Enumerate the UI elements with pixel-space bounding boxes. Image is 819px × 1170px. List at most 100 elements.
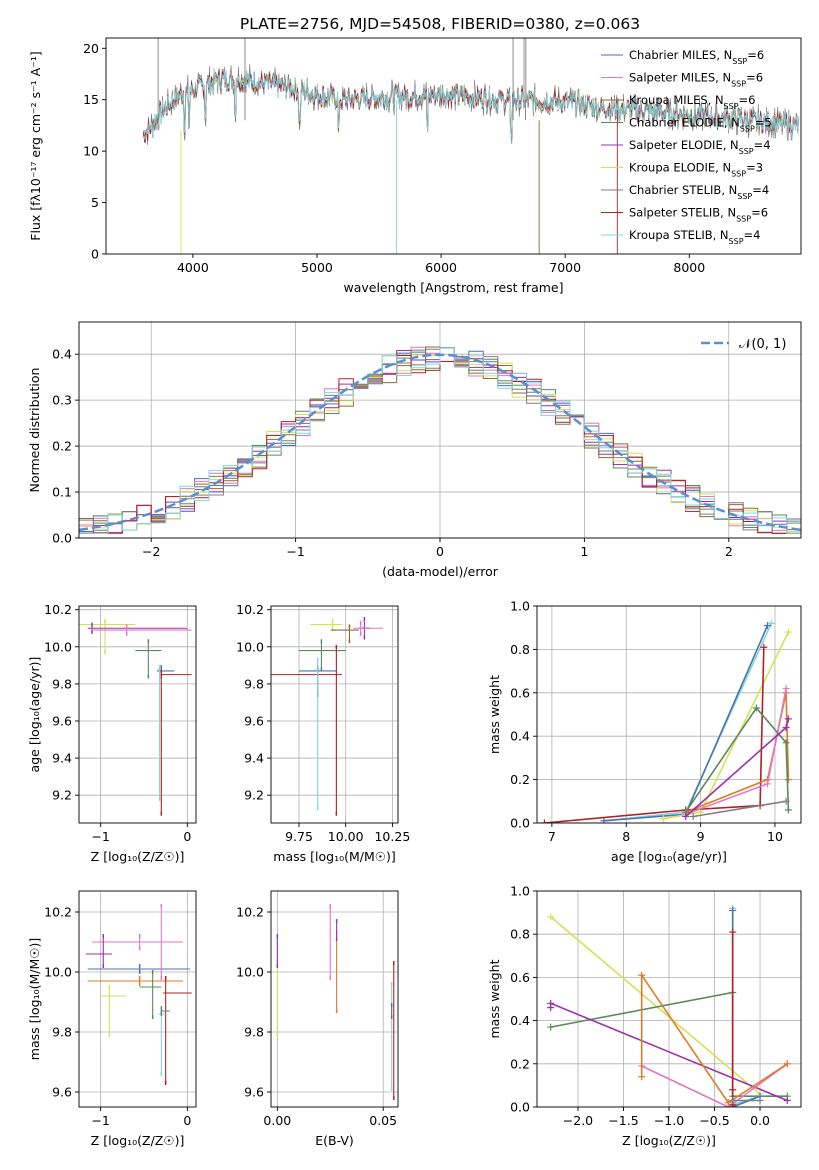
mass-weight-vs-age-xlabel: age [log₁₀(age/yr)] [611,849,727,864]
mass-weight-vs-Z-ylabel: mass weight [487,959,502,1038]
age-vs-Z-ytick-label: 9.8 [52,676,72,691]
mass-weight-vs-Z-panel [533,890,802,1111]
mass-weight-vs-age-marker [764,622,772,630]
mass-weight-vs-age-series-chabrier_elodie [685,706,790,813]
mass-weight-vs-Z-marker [547,1023,555,1031]
age-vs-mass-xtick-label: 9.75 [285,829,313,844]
mass-weight-vs-Z-series-chabrier_miles [731,910,761,1107]
mass-weight-vs-age-frame [536,605,802,824]
mass-weight-vs-age-ytick-label: 0.0 [510,816,530,831]
mass-weight-vs-Z-marker [724,1099,732,1107]
mass-weight-vs-Z-ytick-label: 1.0 [510,884,530,899]
gauss-curve [79,353,801,532]
age-vs-Z-ylabel: age [log₁₀(age/yr)] [27,657,42,773]
mass-weight-vs-Z-marker [638,971,646,979]
mass-weight-vs-Z-marks [547,904,791,1107]
residuals-ylabel: Normed distribution [27,368,42,493]
mass-vs-EBV-frame [270,890,399,1108]
spectrum-frame [105,37,802,255]
spectrum-marks [142,38,799,254]
age-vs-Z-ytick-label: 9.4 [52,751,72,766]
spectrum-xtick-label: 8000 [673,260,705,275]
mass-weight-vs-age-ytick-label: 0.6 [510,685,530,700]
mass-weight-vs-Z-xtick-label: −1.5 [608,1113,638,1128]
mass-weight-vs-age-marker [784,776,792,784]
age-vs-mass-xtick-label: 10.00 [328,829,364,844]
mass-vs-Z-xtick-label: −1 [91,1113,109,1128]
mass-weight-vs-age-series-chabrier_miles [603,625,769,822]
mass-weight-vs-age-marker [764,780,772,788]
mass-weight-vs-Z-xlabel: Z [log₁₀(Z/Z☉)] [622,1133,716,1148]
mass-vs-Z-marks [85,904,192,1085]
residuals-marks [79,346,801,538]
spectrum-ytick-label: 0 [91,247,99,262]
mass-vs-EBV-panel [267,890,399,1111]
residuals-xtick-label: 2 [725,544,733,559]
mass-weight-vs-age-ytick-label: 0.8 [510,642,530,657]
age-vs-Z-ytick-label: 9.2 [52,788,72,803]
mass-weight-vs-Z-marker [756,1097,764,1105]
spectrum-ytick-label: 15 [83,92,99,107]
mass-weight-vs-age-ytick-label: 0.2 [510,772,530,787]
age-vs-mass-xlabel: mass [log₁₀(M/M☉)] [273,849,395,864]
mass-weight-vs-Z-marker [783,1097,791,1105]
mass-weight-vs-age-marker [659,815,667,823]
mass-weight-vs-age-marker [682,812,690,820]
mass-weight-vs-age-marker [760,643,768,651]
mass-weight-vs-age-ytick-label: 0.4 [510,729,530,744]
spectrum-ytick-label: 5 [91,195,99,210]
mass-weight-vs-age-xtick-label: 7 [548,829,556,844]
mass-weight-vs-Z-xtick-label: −2.0 [563,1113,593,1128]
mass-weight-vs-age-marker [540,819,548,823]
mass-weight-vs-Z-ytick-label: 0.6 [510,970,530,985]
mass-weight-vs-age-marker [784,806,792,814]
mass-vs-Z-ytick-label: 9.8 [52,1025,72,1040]
residuals-xtick-label: 1 [580,544,588,559]
age-vs-Z-marks [79,618,192,816]
mass-weight-vs-age-marker [782,797,790,805]
age-vs-mass-frame [270,605,399,824]
mass-weight-vs-Z-marker [547,999,555,1007]
residuals-ytick-label: 0.4 [52,347,72,362]
mass-vs-Z-ytick-label: 9.6 [52,1085,72,1100]
spectrum-xtick-label: 6000 [425,260,457,275]
mass-weight-vs-Z-marker [547,913,555,921]
age-vs-Z-ytick-label: 10.0 [44,639,72,654]
spectrum-kroupa_stelib [143,68,799,140]
mass-vs-EBV-marks [276,904,395,1100]
mass-weight-vs-Z-marker [783,1060,791,1068]
mass-weight-vs-age-panel [533,605,802,827]
age-vs-mass-ytick-label: 9.4 [244,751,264,766]
residuals-xtick-label: −2 [142,544,160,559]
mass-weight-vs-Z-series-salpeter_miles [641,1063,788,1107]
residuals-ytick-label: 0.3 [52,393,72,408]
spectrum-xtick-label: 5000 [301,260,333,275]
mass-vs-Z-frame [78,890,197,1108]
age-vs-mass-marks [271,616,384,816]
mass-vs-EBV-ytick-label: 10.0 [236,965,264,980]
spectrum-panel [102,37,802,258]
mass-vs-EBV-ytick-label: 10.2 [236,905,264,920]
mass-weight-vs-age-ylabel: mass weight [487,675,502,754]
mass-weight-vs-age-series-salpeter_elodie [685,718,790,818]
legend-label-salpeter_stelib: Salpeter STELIB, NSSP=6 [629,206,768,224]
mass-weight-vs-age-marker [767,619,775,627]
mass-weight-vs-age-marker [689,812,697,820]
legend-label-chabrier_elodie: Chabrier ELODIE, NSSP=5 [629,116,772,134]
mass-weight-vs-age-marker [784,715,792,723]
mass-weight-vs-Z-ytick-label: 0.2 [510,1056,530,1071]
mass-weight-vs-age-series-chabrier_stelib [693,800,787,818]
age-vs-mass-ytick-label: 10.2 [236,602,264,617]
mass-vs-Z-ytick-label: 10.0 [44,965,72,980]
mass-weight-vs-age-marker [782,739,790,747]
figure-title: PLATE=2756, MJD=54508, FIBERID=0380, z=0… [240,15,640,33]
mass-weight-vs-Z-ytick-label: 0.8 [510,927,530,942]
age-vs-Z-frame [78,605,197,824]
legend-label-gauss: 𝒩(0, 1) [739,337,786,352]
mass-vs-Z-ytick-label: 10.2 [44,905,72,920]
mass-weight-vs-age-series-salpeter_stelib [544,647,765,823]
mass-weight-vs-Z-marker [729,906,737,914]
age-vs-Z-xtick-label: 0 [183,829,191,844]
mass-weight-vs-age-xtick-label: 10 [767,829,783,844]
mass-vs-EBV-xtick-label: 0.05 [369,1113,397,1128]
